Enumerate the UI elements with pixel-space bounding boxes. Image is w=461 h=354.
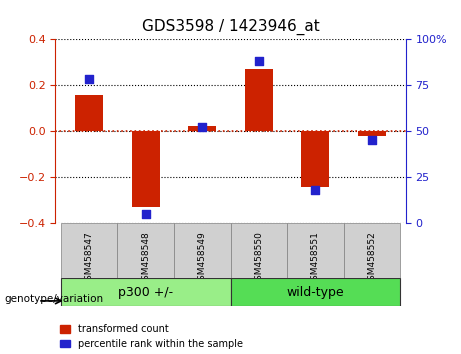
Text: GSM458547: GSM458547: [85, 231, 94, 286]
FancyBboxPatch shape: [174, 223, 230, 278]
FancyBboxPatch shape: [230, 223, 287, 278]
FancyBboxPatch shape: [230, 278, 400, 306]
Point: [255, 58, 262, 64]
Bar: [188, 126, 216, 131]
Bar: [131, 131, 160, 207]
FancyBboxPatch shape: [61, 278, 230, 306]
Text: GSM458550: GSM458550: [254, 231, 263, 286]
Bar: [358, 131, 386, 136]
Title: GDS3598 / 1423946_at: GDS3598 / 1423946_at: [142, 19, 319, 35]
Point: [86, 76, 93, 82]
Text: GSM458552: GSM458552: [367, 231, 376, 286]
FancyBboxPatch shape: [287, 223, 343, 278]
FancyBboxPatch shape: [343, 223, 400, 278]
Point: [142, 211, 149, 217]
FancyBboxPatch shape: [118, 223, 174, 278]
Bar: [301, 131, 330, 187]
Text: GSM458548: GSM458548: [141, 231, 150, 286]
Bar: [245, 69, 273, 131]
Text: GSM458551: GSM458551: [311, 231, 320, 286]
Text: genotype/variation: genotype/variation: [5, 294, 104, 304]
Point: [199, 125, 206, 130]
Point: [368, 137, 375, 143]
Text: p300 +/-: p300 +/-: [118, 286, 173, 298]
Text: wild-type: wild-type: [286, 286, 344, 298]
Bar: [75, 95, 103, 131]
FancyBboxPatch shape: [61, 223, 118, 278]
Text: GSM458549: GSM458549: [198, 231, 207, 286]
Point: [312, 187, 319, 193]
Legend: transformed count, percentile rank within the sample: transformed count, percentile rank withi…: [60, 324, 242, 349]
